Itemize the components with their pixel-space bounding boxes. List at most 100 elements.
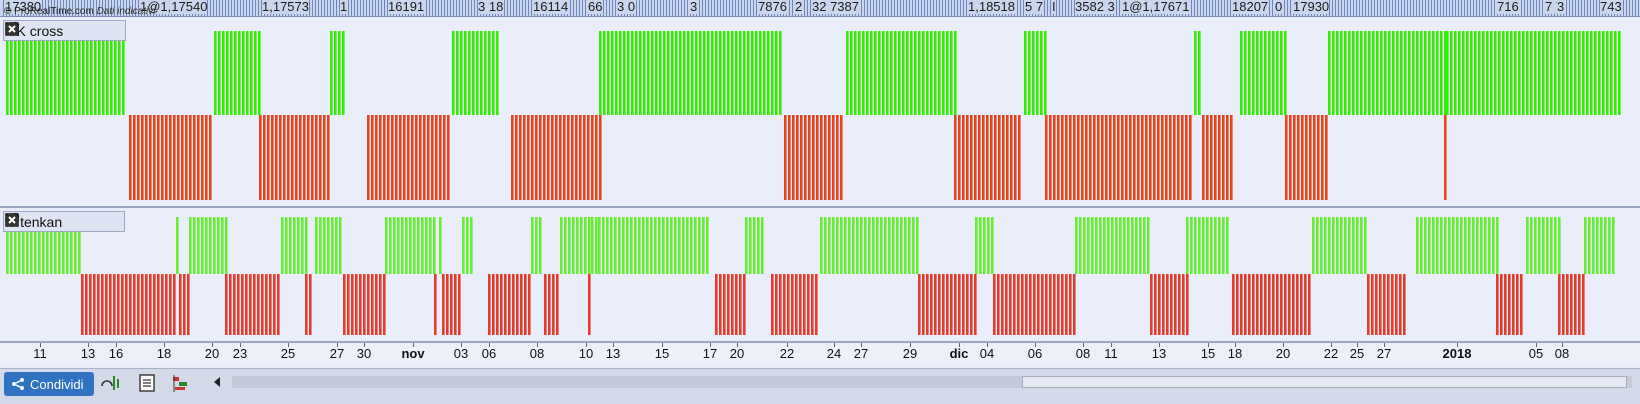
bull-bar <box>1040 31 1043 115</box>
ticker-tick <box>1542 0 1543 16</box>
bear-bar <box>1049 274 1052 335</box>
bull-bar <box>462 217 465 274</box>
ticker-tick <box>441 0 442 16</box>
bear-bar <box>225 274 228 335</box>
bear-bar <box>1210 115 1213 200</box>
bull-bar <box>1610 31 1613 115</box>
bear-bar <box>263 115 266 200</box>
scroll-left-arrow[interactable] <box>208 373 226 391</box>
ticker-tick <box>939 0 940 16</box>
bear-bar <box>1029 274 1032 335</box>
bull-bar <box>209 217 212 274</box>
bear-bar <box>828 115 831 200</box>
bull-bar <box>679 31 682 115</box>
bull-bar <box>1332 31 1335 115</box>
bear-bar <box>1189 115 1192 200</box>
ticker-tick <box>120 0 121 16</box>
close-icon[interactable] <box>5 213 121 230</box>
window-icon[interactable] <box>5 213 103 230</box>
ticker-tick <box>126 0 127 16</box>
share-button[interactable]: Condividi <box>4 372 94 396</box>
bull-bar <box>1602 31 1605 115</box>
bear-bar <box>443 115 446 200</box>
ticker-tick <box>1230 0 1231 16</box>
bear-bar <box>1141 115 1144 200</box>
bull-bar <box>492 31 495 115</box>
bull-bar <box>715 31 718 115</box>
chart-bars-icon[interactable] <box>170 372 192 394</box>
ticker-tick <box>750 0 751 16</box>
bear-bar <box>1375 274 1378 335</box>
bear-bar <box>1500 274 1503 335</box>
bear-bar <box>816 115 819 200</box>
bull-bar <box>86 31 89 115</box>
x-tick-label: 03 <box>453 346 469 361</box>
ticker-tick <box>78 0 79 16</box>
bull-bar <box>667 31 670 115</box>
scrollbar-thumb[interactable] <box>1022 376 1627 388</box>
bull-bar <box>1476 217 1479 274</box>
bull-bar <box>54 31 57 115</box>
bull-bar <box>230 31 233 115</box>
wrench-icon[interactable] <box>5 21 86 39</box>
bull-bar <box>747 31 750 115</box>
close-icon[interactable] <box>5 22 122 39</box>
bear-bar <box>812 115 815 200</box>
bull-bar <box>106 31 109 115</box>
ticker-tick <box>1044 0 1045 16</box>
bull-bar <box>603 31 606 115</box>
ticker-tick <box>744 0 745 16</box>
bear-bar <box>808 115 811 200</box>
notes-icon[interactable] <box>137 372 159 394</box>
bear-bar <box>93 274 96 335</box>
bull-bar <box>335 217 338 274</box>
bull-bar <box>218 31 221 115</box>
bull-bar <box>755 31 758 115</box>
share-icon <box>11 377 25 391</box>
bull-bar <box>1344 31 1347 115</box>
bull-bar <box>1478 31 1481 115</box>
bear-bar <box>423 115 426 200</box>
bear-bar <box>446 274 449 335</box>
bull-bar <box>1420 31 1423 115</box>
ticker-tick <box>477 0 478 16</box>
x-tick-label: 06 <box>481 346 497 361</box>
bear-bar <box>133 115 136 200</box>
ticker-tick <box>864 0 865 16</box>
bull-bar <box>30 31 33 115</box>
bull-bar <box>1328 217 1331 274</box>
x-tick-label: 17 <box>702 346 718 361</box>
window-icon[interactable] <box>5 22 104 39</box>
ticker-tick <box>504 0 505 16</box>
bear-bar <box>520 274 523 335</box>
indicator-icon[interactable] <box>100 372 122 394</box>
x-tick-label: 08 <box>1554 346 1570 361</box>
bear-bar <box>1248 274 1251 335</box>
bull-bar <box>1416 217 1419 274</box>
ticker-tick <box>465 0 466 16</box>
bull-bar <box>912 217 915 274</box>
ticker-tick <box>261 0 262 16</box>
ticker-tick <box>894 0 895 16</box>
bear-bar <box>1137 115 1140 200</box>
bull-bar <box>635 31 638 115</box>
bull-bar <box>880 217 883 274</box>
bull-bar <box>699 31 702 115</box>
bear-bar <box>1582 274 1585 335</box>
bear-bar <box>735 274 738 335</box>
bull-bar <box>1584 217 1587 274</box>
bear-bar <box>307 115 310 200</box>
bull-bar <box>626 217 629 274</box>
x-tick-label: 20 <box>729 346 745 361</box>
bull-bar <box>1372 31 1375 115</box>
ticker-tick <box>927 0 928 16</box>
wrench-icon[interactable] <box>5 212 85 230</box>
ticker-tick <box>1470 0 1471 16</box>
bull-bar <box>606 217 609 274</box>
ticker-tick <box>249 0 250 16</box>
ticker-tick <box>1575 0 1576 16</box>
bear-bar <box>343 274 346 335</box>
horizontal-scrollbar[interactable] <box>232 376 1632 388</box>
bear-bar <box>125 274 128 335</box>
ticker-tick <box>375 0 376 16</box>
